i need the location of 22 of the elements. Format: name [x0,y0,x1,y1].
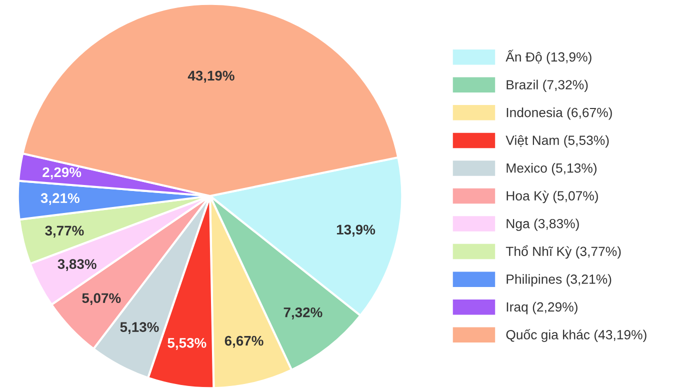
legend-label: Mexico (5,13%) [506,163,596,176]
data-label: 2,29% [42,167,82,180]
legend-label: Philipines (3,21%) [506,274,612,286]
legend-label: Indonesia (6,67%) [506,108,612,120]
legend-label: Ấn Độ (13,9%) [506,50,592,64]
legend-label: Hoa Kỳ (5,07%) [506,190,598,204]
legend-label: Quốc gia khác (43,19%) [506,329,646,342]
data-label: 3,21% [40,193,80,206]
data-label: 6,67% [224,336,264,348]
legend-label: Brazil (7,32%) [506,80,588,92]
data-label: 5,53% [168,338,206,350]
legend-label: Thổ Nhĩ Kỳ (3,77%) [506,245,621,259]
legend-label: Việt Nam (5,53%) [506,135,609,148]
data-label: 5,07% [82,293,121,306]
legend-label: Nga (3,83%) [506,218,579,231]
data-label: 3,77% [45,226,84,238]
data-label: 43,19% [188,70,234,83]
data-label: 5,13% [120,322,159,334]
data-label: 13,9% [336,224,376,237]
data-label: 3,83% [58,259,96,272]
data-label: 7,32% [284,307,322,320]
legend-label: Iraq (2,29%) [506,302,578,314]
